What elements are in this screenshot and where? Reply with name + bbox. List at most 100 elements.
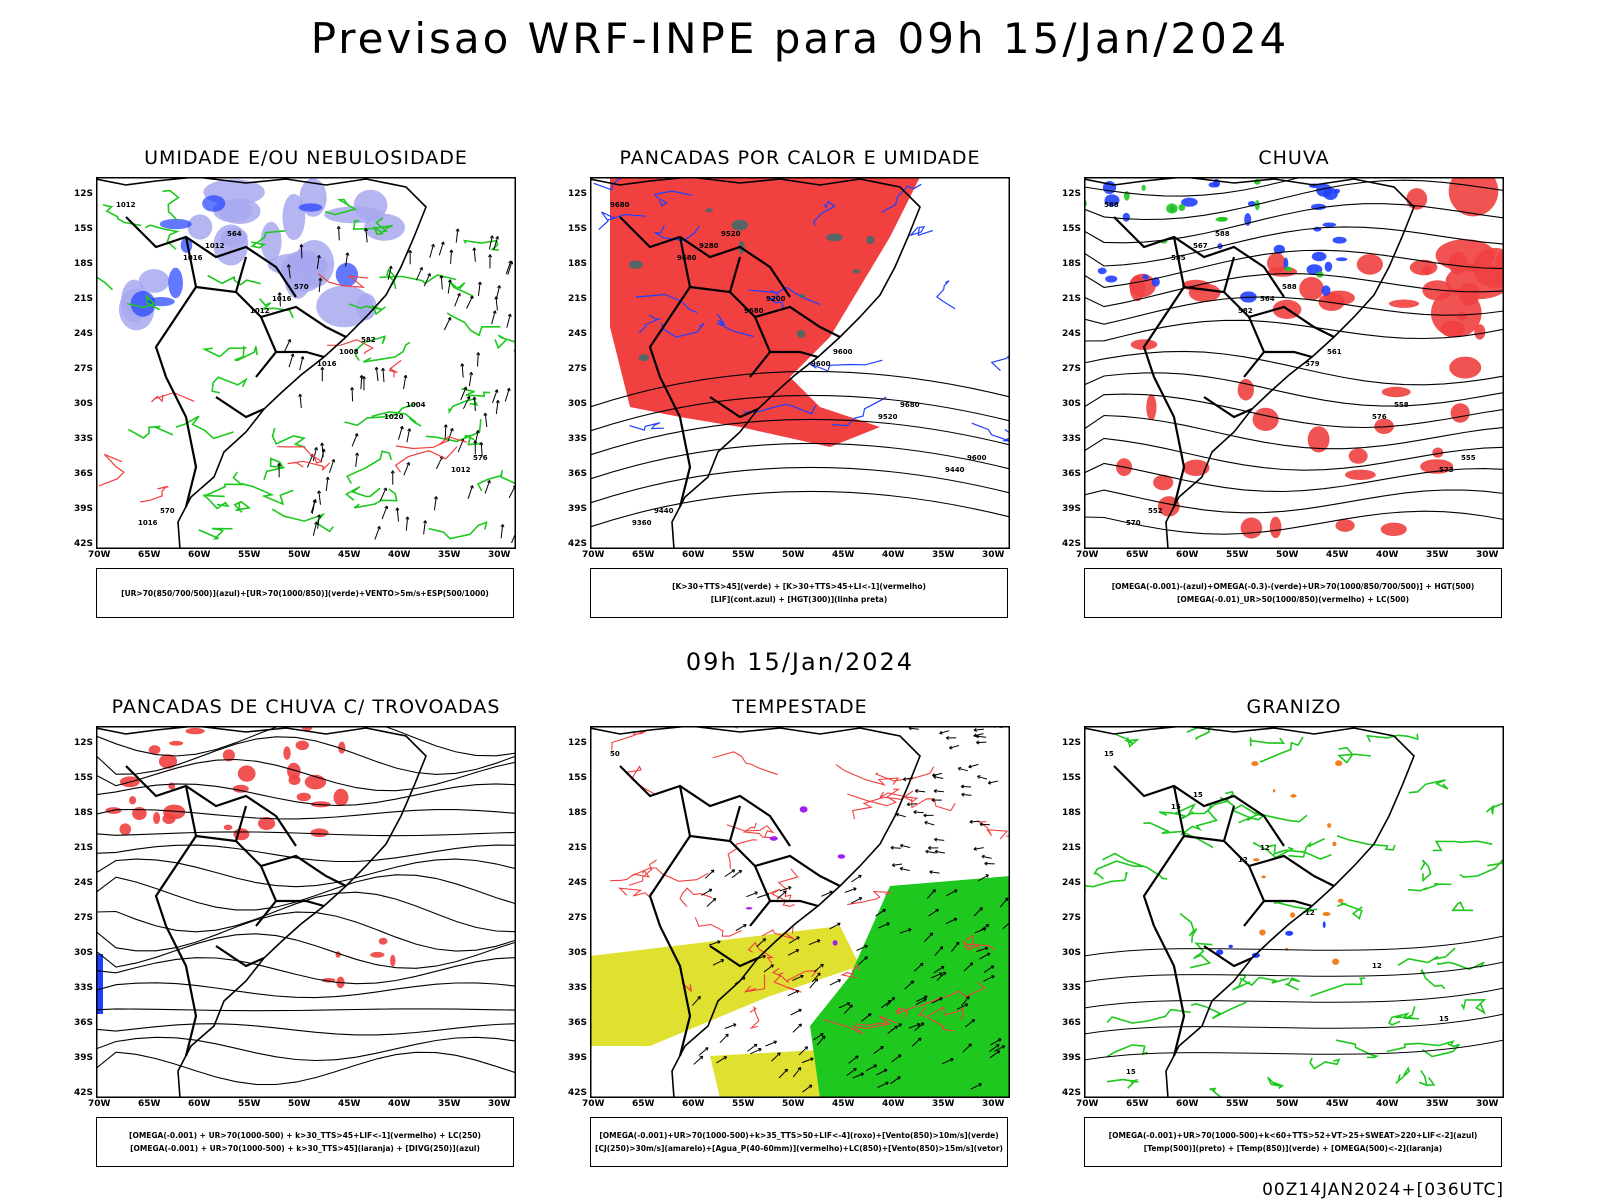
wind-vector [979, 952, 991, 960]
wind-vector-head [733, 1023, 737, 1027]
wind-vector-head [388, 265, 393, 270]
wind-vector-head [377, 526, 381, 530]
state-border [276, 899, 325, 908]
wind-vector [890, 1076, 901, 1085]
latitude-label: 21S [74, 843, 94, 853]
wind-vector [829, 922, 841, 930]
wind-vector [506, 313, 511, 328]
longitude-label: 40W [882, 1099, 905, 1109]
latitude-label: 42S [1062, 539, 1082, 549]
wind-vector [500, 524, 504, 539]
field-patch [866, 235, 875, 245]
wind-vector-head [490, 235, 494, 239]
contour-line [1093, 860, 1144, 880]
legend-box: [K>30+TTS>45](verde) + [K>30+TTS>45+LI<-… [590, 568, 1008, 618]
longitude-label: 55W [732, 1099, 755, 1109]
wind-vector [968, 763, 979, 768]
field-patch [1409, 259, 1438, 276]
wind-vector [858, 956, 868, 966]
wind-vector-head [476, 352, 481, 356]
wind-vector [990, 1038, 1002, 1046]
wind-vector [933, 790, 944, 793]
wind-vector [913, 811, 924, 814]
longitude-label: 70W [1076, 1099, 1099, 1109]
wind-vector-head [898, 1023, 902, 1027]
wind-vector [474, 430, 479, 445]
field-patch [1324, 261, 1333, 272]
longitude-label: 30W [1476, 550, 1499, 560]
wind-vector-head [381, 367, 386, 372]
contour-line [743, 974, 766, 993]
legend-line: [UR>70(850/700/500)](azul)+[UR>70(1000/8… [121, 588, 489, 598]
panel-title: TEMPESTADE [732, 696, 868, 718]
field-patch [159, 218, 192, 230]
contour-line [1336, 835, 1396, 851]
contour-line [388, 359, 402, 378]
wind-vector-head [817, 939, 821, 943]
latitude-label: 18S [74, 259, 94, 269]
field-patch [138, 269, 170, 293]
field-patch [1182, 459, 1210, 476]
contour-line [908, 226, 933, 237]
contour-line [977, 821, 1009, 840]
field-patch [1345, 469, 1376, 480]
wind-vector-head [979, 907, 983, 911]
latitude-label: 15S [568, 224, 588, 234]
wind-vector-head [325, 476, 330, 481]
state-border [1183, 834, 1266, 927]
main-title: Previsao WRF-INPE para 09h 15/Jan/2024 [310, 14, 1290, 63]
wind-vector-head [949, 745, 953, 750]
field-layer [96, 177, 516, 544]
field-patch [1335, 257, 1348, 262]
wind-vector [821, 891, 833, 897]
wind-vector-head [312, 499, 317, 504]
wind-vector-head [403, 374, 408, 379]
field-patch [1181, 197, 1198, 207]
contour-label: 585 [1171, 254, 1186, 262]
field-patch [1332, 841, 1337, 847]
field-patch [638, 354, 650, 362]
contour-label: 570 [294, 283, 309, 291]
contour-line [629, 422, 664, 431]
coastline [1084, 726, 1415, 1098]
temp500-contour [1084, 1039, 1504, 1061]
contour-line [234, 346, 258, 362]
wind-vector-head [932, 889, 936, 893]
wind-vector-head [796, 936, 800, 940]
wind-vector-head [942, 971, 947, 976]
field-patch [1337, 898, 1344, 903]
wind-vector [880, 1000, 892, 1009]
wind-vector-head [784, 1068, 788, 1073]
streamline [96, 1023, 516, 1036]
wind-vector [934, 946, 944, 956]
streamline [96, 758, 516, 792]
wind-vector [848, 1055, 859, 1064]
longitude-label: 50W [782, 550, 805, 560]
wind-vector-head [996, 1044, 1000, 1048]
wind-vector-head [910, 980, 915, 985]
latitude-label: 21S [1062, 843, 1082, 853]
latitude-label: 36S [74, 1018, 94, 1028]
latitude-label: 18S [568, 808, 588, 818]
wind-vector-head [977, 775, 981, 779]
wind-vector-head [427, 273, 431, 277]
wind-vector [802, 1084, 813, 1093]
wind-vector-head [968, 764, 972, 769]
legend-line: [K>30+TTS>45](verde) + [K>30+TTS>45+LI<-… [672, 582, 926, 591]
state-border [754, 854, 841, 887]
wind-vector [429, 244, 435, 258]
contour-line [1267, 1076, 1285, 1090]
streamline [1084, 393, 1504, 429]
field-patch [258, 817, 276, 830]
field-patch [1142, 274, 1149, 280]
latitude-label: 15S [74, 773, 94, 783]
wind-vector-head [914, 789, 919, 793]
contour-label: 582 [361, 336, 376, 344]
wind-vector-head [960, 784, 965, 789]
wind-vector [731, 870, 742, 879]
wind-vector-head [762, 938, 767, 942]
wind-vector-head [317, 254, 321, 259]
wind-vector-head [704, 1047, 709, 1051]
state-border [728, 805, 742, 842]
contour-line [1309, 1057, 1341, 1070]
